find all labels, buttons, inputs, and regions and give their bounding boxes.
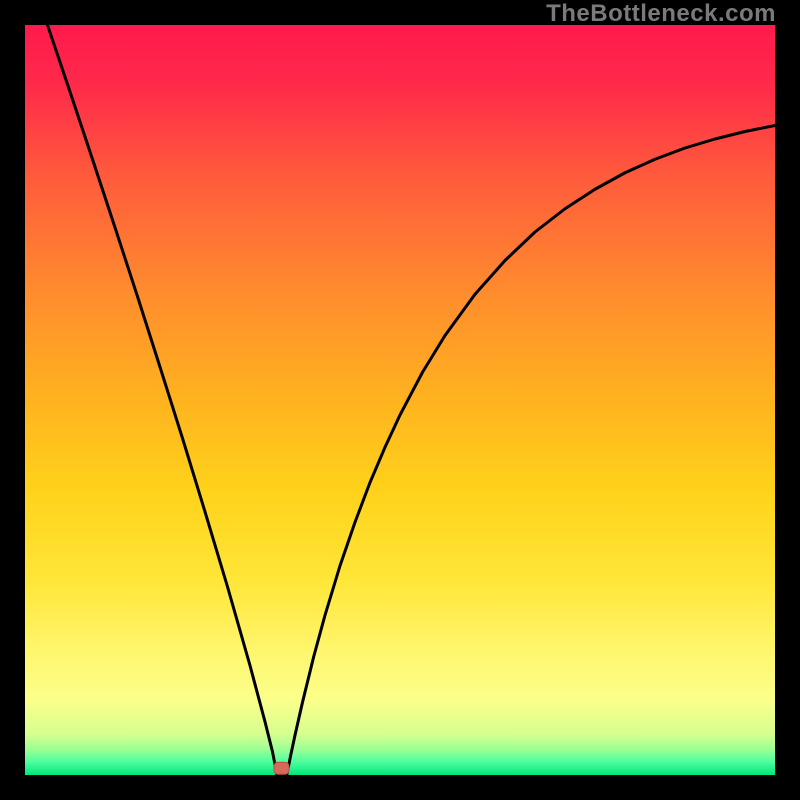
bottleneck-chart bbox=[0, 0, 800, 800]
chart-frame: { "watermark": { "text": "TheBottleneck.… bbox=[0, 0, 800, 800]
optimum-marker bbox=[274, 762, 289, 774]
watermark-text: TheBottleneck.com bbox=[546, 0, 776, 28]
plot-background bbox=[25, 25, 775, 775]
